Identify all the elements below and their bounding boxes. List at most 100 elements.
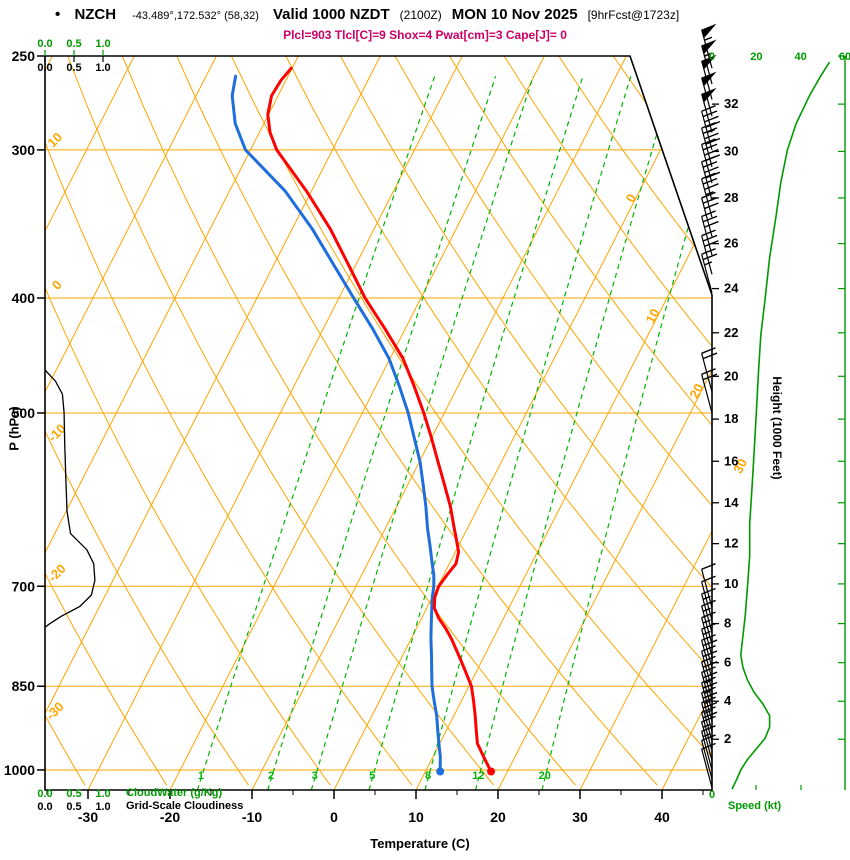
valid-time-label: Valid 1000 NZDT <box>272 6 390 23</box>
dry-adiabat-line <box>45 56 168 786</box>
wind-barb-full <box>701 172 716 180</box>
station-coords: -43.489°,172.532° (58,32) <box>132 10 259 22</box>
pressure-tick-label: 700 <box>12 578 36 594</box>
mixing-ratio-line <box>474 76 675 790</box>
dry-adiabat-line <box>449 56 712 786</box>
cloudwater-scale-label-bottom: 0.0 <box>37 788 52 800</box>
mixing-ratio-line <box>310 76 534 790</box>
wind-barb-full <box>704 183 719 191</box>
background-grid <box>0 56 850 790</box>
height-tick-label: 24 <box>724 281 739 296</box>
station-id: • NZCH <box>55 6 126 23</box>
temperature-axis-title: Temperature (C) <box>370 836 470 851</box>
cloudwater-scale-label-top: 0.5 <box>66 38 81 50</box>
wind-barb-full <box>702 234 718 242</box>
dry-adiabat-label: 0 <box>49 277 65 293</box>
wind-barb-half <box>704 689 713 695</box>
wind-barb-full <box>701 725 716 732</box>
params-line: Plcl=903 Tlcl[C]=9 Shox=4 Pwat[cm]=3 Cap… <box>283 28 567 42</box>
wind-barb-full <box>702 161 718 168</box>
temperature-curve <box>266 66 493 773</box>
cloudiness-scale-label-top: 0.5 <box>66 62 81 74</box>
mixing-ratio-label: 1 <box>198 770 204 782</box>
wind-barb-staff <box>701 702 713 742</box>
temperature-tick-label: 40 <box>654 809 670 825</box>
mixing-ratio-label: 12 <box>472 770 484 782</box>
cloudwater-axis-title: CloudWater (g/Kg) <box>126 787 223 799</box>
wind-barb-full <box>701 622 716 630</box>
mixing-ratio-label: 2 <box>268 770 274 782</box>
mixing-ratio-line <box>196 76 436 790</box>
wind-speed-curve <box>731 61 831 790</box>
dry-adiabat-line <box>722 56 850 785</box>
wind-barb-half <box>704 709 713 714</box>
dry-adiabat-line <box>45 56 331 786</box>
cloudiness-axis-title: Grid-Scale Cloudiness <box>126 800 244 812</box>
wind-barb-staff <box>701 712 713 752</box>
height-tick-label: 6 <box>724 655 731 670</box>
wind-barb-full <box>702 197 718 204</box>
isotherm-label: 20 <box>686 381 706 401</box>
wind-barb-staff <box>701 721 713 761</box>
wind-barb-full <box>701 686 716 694</box>
isotherm-line <box>45 56 381 790</box>
pressure-tick-label: 400 <box>12 290 36 306</box>
dry-adiabat-line <box>45 56 413 786</box>
temperature-tick-label: 0 <box>330 809 338 825</box>
wind-barbs <box>701 23 721 788</box>
isotherm-line <box>251 56 627 790</box>
isotherm-line <box>579 56 712 790</box>
height-tick-label: 26 <box>724 236 738 251</box>
dry-adiabat-line <box>340 56 712 786</box>
wind-barb-full <box>702 253 718 261</box>
wind-barb-full <box>701 210 716 218</box>
speed-scale-label: 0 <box>709 51 715 63</box>
dry-adiabat-line <box>832 56 850 785</box>
wind-barb-half <box>702 630 711 636</box>
isotherm-label: 10 <box>643 306 663 326</box>
height-tick-label: 18 <box>724 411 738 426</box>
height-tick-label: 12 <box>724 536 738 551</box>
title-row: • NZCH -43.489°,172.532° (58,32) Valid 100… <box>55 6 689 24</box>
wind-barb-half <box>705 191 714 196</box>
wind-barb-half <box>704 261 713 266</box>
wind-barb-staff <box>701 605 713 645</box>
isotherm-line <box>497 56 712 790</box>
wind-barb-pennant <box>701 71 717 87</box>
cloudiness-scale-label-bottom: 0.5 <box>66 801 81 813</box>
cloudiness-scale-label-top: 0.0 <box>37 62 52 74</box>
isotherm-line <box>87 56 463 790</box>
valid-time-utc: (2100Z) <box>399 8 442 22</box>
wind-barb-full <box>702 373 718 381</box>
wind-barb-full <box>701 155 716 163</box>
wind-barb-staff <box>701 178 713 218</box>
isotherm-line <box>45 56 217 790</box>
mixing-ratio-line <box>267 76 497 790</box>
dry-adiabat-line <box>667 56 712 786</box>
wind-barb-full <box>704 166 719 174</box>
wind-barb-pennant <box>701 54 717 70</box>
dry-adiabat-line <box>394 56 712 786</box>
wind-barb-full <box>702 701 718 709</box>
cloudiness-scale-label-bottom: 1.0 <box>95 801 110 813</box>
cloudiness-scale-label-bottom: 0.0 <box>37 801 52 813</box>
dry-adiabat-line <box>67 56 495 786</box>
wind-barb-staff <box>701 254 713 294</box>
isotherm-label: 0 <box>623 191 640 204</box>
height-tick-label: 28 <box>724 190 738 205</box>
wind-barb-half <box>702 595 711 600</box>
mixing-ratio-label: 3 <box>312 770 318 782</box>
pressure-axis-title: P (hPa) <box>6 406 22 451</box>
wind-barb-full <box>704 220 719 228</box>
temperature-tick-label: 30 <box>572 809 588 825</box>
wind-barb-full <box>701 706 716 714</box>
temperature-tick-label: -30 <box>78 809 98 825</box>
wind-barb-staff <box>701 111 713 151</box>
wind-barb-half <box>704 52 713 57</box>
forecast-tag: [9hrFcst@1723z] <box>587 8 680 22</box>
height-tick-label: 30 <box>724 143 738 158</box>
dry-adiabat-line <box>0 56 3 785</box>
cloudwater-scale-label-top: 1.0 <box>95 38 110 50</box>
wind-barb-full <box>702 639 718 647</box>
